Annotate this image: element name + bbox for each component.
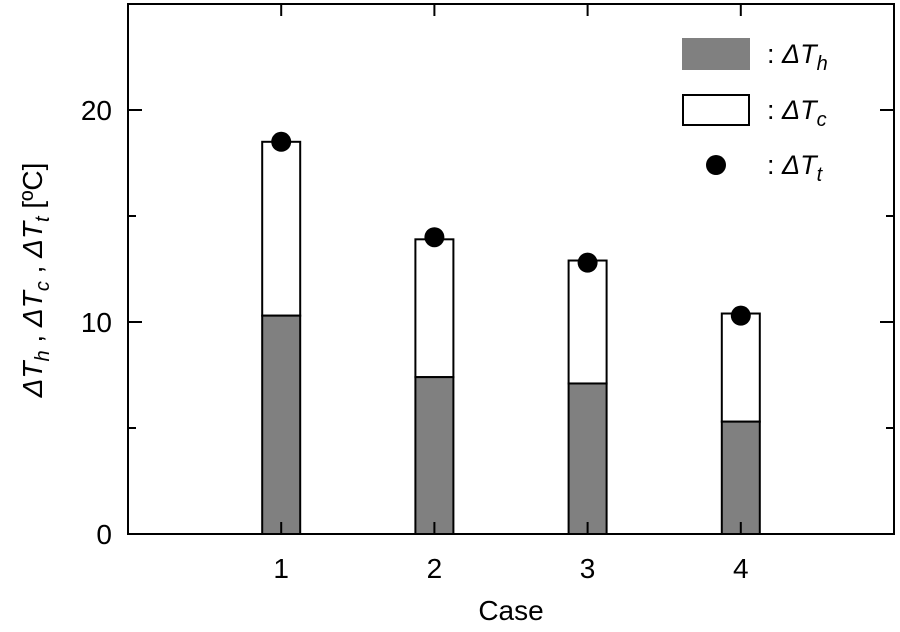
bar-delta-th bbox=[720, 420, 761, 536]
bar-delta-tc bbox=[720, 312, 761, 423]
bar-delta-tc bbox=[261, 140, 302, 317]
bar-delta-th bbox=[414, 376, 455, 535]
bars bbox=[261, 140, 761, 536]
x-tick-label: 1 bbox=[273, 553, 289, 584]
bar-delta-tc bbox=[567, 259, 608, 385]
point-delta-tt bbox=[424, 227, 445, 248]
y-axis-tick-labels: 0 10 20 bbox=[81, 95, 112, 550]
legend-swatch bbox=[682, 94, 750, 126]
bar-delta-th bbox=[261, 314, 302, 536]
point-delta-tt bbox=[730, 305, 751, 326]
legend-marker bbox=[706, 155, 726, 175]
bar-delta-tc bbox=[414, 238, 455, 379]
x-tick-label: 2 bbox=[427, 553, 443, 584]
point-delta-tt bbox=[577, 252, 598, 273]
x-tick-label: 4 bbox=[733, 553, 749, 584]
point-delta-tt bbox=[271, 131, 292, 152]
legend-label: : ΔTh bbox=[767, 39, 828, 75]
y-tick-label: 20 bbox=[81, 95, 112, 126]
legend-label: : ΔTt bbox=[767, 150, 824, 186]
legend-label: : ΔTc bbox=[767, 95, 827, 131]
x-tick-label: 3 bbox=[580, 553, 596, 584]
y-tick-label: 10 bbox=[81, 307, 112, 338]
bar-delta-th bbox=[567, 382, 608, 536]
legend: : ΔTh : ΔTc : ΔTt bbox=[682, 38, 828, 186]
y-axis-title: ΔTh , ΔTc , ΔTt [ºC] bbox=[17, 163, 54, 399]
svg-text:ΔTh , ΔTc , ΔTt [ºC]: ΔTh , ΔTc , ΔTt [ºC] bbox=[17, 163, 54, 399]
x-axis-tick-labels: 1 2 3 4 bbox=[273, 4, 749, 584]
total-points bbox=[271, 131, 751, 326]
plot-frame bbox=[127, 3, 895, 535]
legend-swatch bbox=[682, 38, 750, 70]
y-tick-label: 0 bbox=[96, 519, 112, 550]
x-axis-title: Case bbox=[478, 595, 543, 626]
y-axis-ticks bbox=[128, 109, 894, 535]
